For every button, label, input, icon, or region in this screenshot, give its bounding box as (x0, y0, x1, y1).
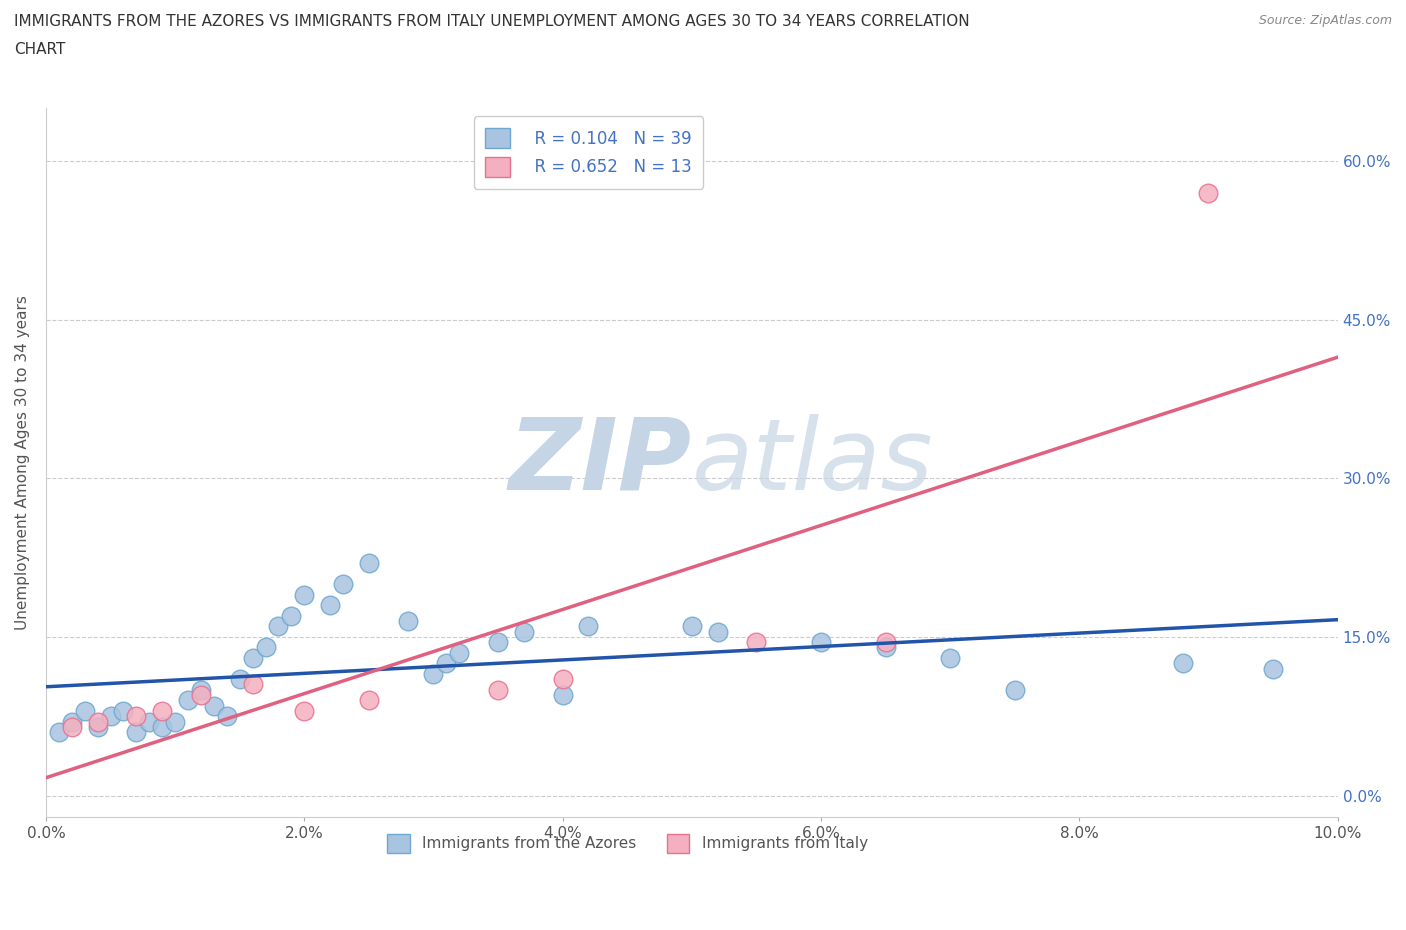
Point (1004, 683, 1026, 698)
Point (875, 635, 897, 650)
Text: atlas: atlas (692, 414, 934, 511)
Point (48, 724, 70, 739)
Point (292, 703, 315, 718)
Point (449, 645, 471, 660)
Y-axis label: Unemployment Among Ages 30 to 34 years: Unemployment Among Ages 30 to 34 years (15, 295, 30, 630)
Point (177, 693, 200, 708)
Point (242, 651, 264, 666)
Point (138, 714, 160, 729)
Point (215, 709, 238, 724)
Point (810, 635, 832, 650)
Point (875, 640, 897, 655)
Point (100, 709, 122, 724)
Text: ZIP: ZIP (509, 414, 692, 511)
Point (513, 624, 536, 639)
Point (60, 720, 83, 735)
Point (396, 614, 419, 629)
Point (551, 671, 574, 686)
Point (745, 635, 768, 650)
Legend: Immigrants from the Azores, Immigrants from Italy: Immigrants from the Azores, Immigrants f… (381, 828, 875, 858)
Point (228, 671, 250, 686)
Point (486, 683, 509, 698)
Point (319, 598, 342, 613)
Point (1198, 185, 1220, 200)
Point (280, 608, 302, 623)
Point (125, 724, 148, 739)
Point (150, 720, 173, 735)
Point (165, 714, 187, 729)
Point (332, 577, 354, 591)
Point (267, 618, 290, 633)
Point (86, 720, 108, 735)
Point (60, 714, 83, 729)
Point (292, 587, 315, 602)
Point (150, 703, 173, 718)
Text: IMMIGRANTS FROM THE AZORES VS IMMIGRANTS FROM ITALY UNEMPLOYMENT AMONG AGES 30 T: IMMIGRANTS FROM THE AZORES VS IMMIGRANTS… (14, 14, 970, 29)
Text: CHART: CHART (14, 42, 66, 57)
Point (681, 618, 703, 633)
Text: Source: ZipAtlas.com: Source: ZipAtlas.com (1258, 14, 1392, 27)
Point (190, 687, 212, 702)
Point (578, 618, 600, 633)
Point (357, 555, 380, 570)
Point (551, 687, 574, 702)
Point (422, 667, 444, 682)
Point (254, 640, 277, 655)
Point (242, 677, 264, 692)
Point (73, 703, 96, 718)
Point (939, 651, 962, 666)
Point (1171, 656, 1194, 671)
Point (125, 709, 148, 724)
Point (112, 703, 135, 718)
Point (190, 683, 212, 698)
Point (434, 656, 457, 671)
Point (357, 693, 380, 708)
Point (202, 698, 225, 713)
Point (86, 714, 108, 729)
Point (706, 624, 728, 639)
Point (1261, 661, 1284, 676)
Point (486, 635, 509, 650)
